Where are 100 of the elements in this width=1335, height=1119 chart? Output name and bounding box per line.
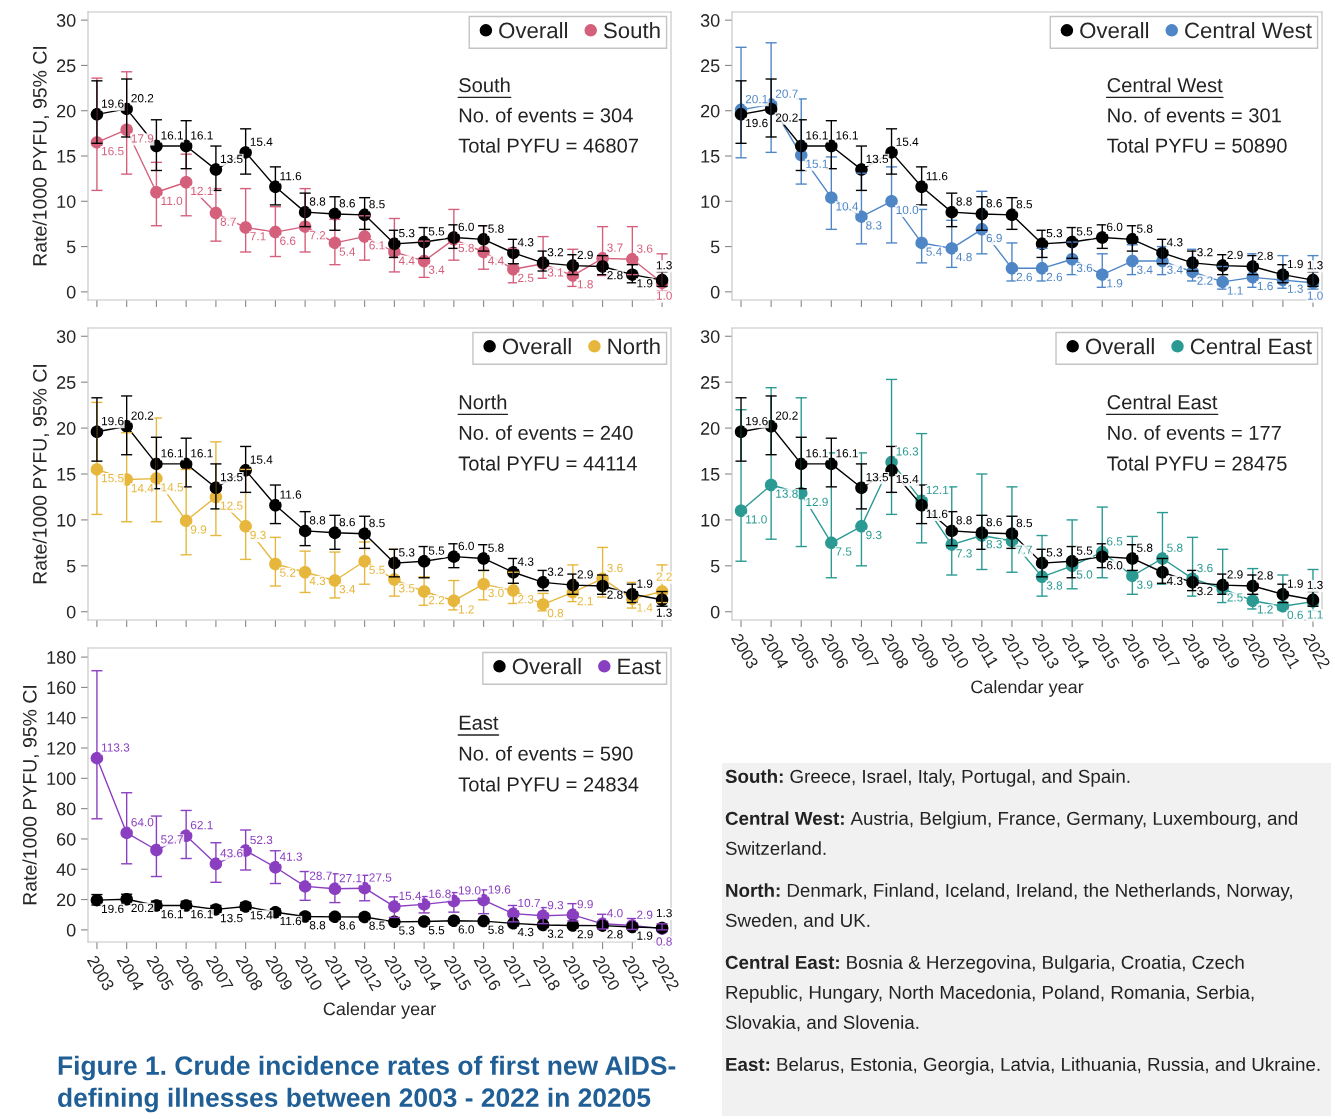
y-tick-label: 5 (710, 559, 720, 573)
data-label: 5.8 (1137, 224, 1153, 233)
data-label: 16.1 (161, 449, 183, 458)
y-tick-label: 15 (701, 150, 720, 163)
data-label: 62.1 (190, 820, 213, 830)
data-label: 10.4 (836, 202, 859, 211)
data-label: 11.6 (280, 916, 302, 926)
data-label: 52.7 (161, 835, 183, 844)
text: South: Greece, Israel, Italy, Portugal, and Spain. (725, 769, 1130, 787)
data-label: 3.9 (1136, 580, 1153, 589)
legend-label: Overall (512, 658, 581, 675)
y-tick-label: 5 (66, 559, 76, 573)
annotation: No. of events = 301 (1108, 107, 1281, 123)
data-label: 16.1 (191, 909, 213, 919)
data-label: 1.2 (1257, 605, 1273, 614)
annotation: No. of events = 240 (459, 425, 633, 440)
data-label: 0.6 (1287, 610, 1303, 620)
data-label: 5.8 (458, 243, 474, 253)
data-label: 1.3 (1287, 284, 1303, 293)
data-label: 20.2 (775, 113, 798, 122)
data-label: 3.2 (1197, 586, 1213, 596)
text: Figure 1. Crude incidence rates of first new AIDS-defining illnesses between 2003 - 2022 in 20205 (58, 1055, 676, 1113)
data-label: 6.1 (369, 241, 385, 250)
legend-label: Overall (1080, 22, 1149, 39)
data-label: 9.3 (250, 530, 266, 540)
legend-label: East (618, 658, 661, 675)
data-label: 5.3 (399, 228, 415, 238)
data-label: 2.5 (1227, 593, 1243, 602)
y-tick-label: 20 (57, 104, 76, 118)
point (477, 914, 490, 928)
data-label: 2.8 (1257, 251, 1273, 260)
legend-label: Overall (502, 338, 571, 355)
data-label: 6.9 (986, 233, 1002, 243)
data-label: 8.5 (369, 921, 385, 930)
data-label: 13.5 (220, 913, 243, 923)
data-label: 3.0 (488, 588, 504, 598)
data-label: 1.1 (1307, 610, 1323, 619)
data-label: 1.9 (637, 279, 653, 288)
data-label: 13.5 (220, 472, 243, 482)
data-label: 12.1 (926, 485, 949, 495)
data-label: 2.2 (656, 572, 672, 581)
data-label: 10.0 (896, 205, 919, 215)
y-tick-label: 0 (66, 923, 76, 937)
data-label: 2.6 (1046, 272, 1063, 282)
data-label: 5.5 (1076, 227, 1093, 236)
data-label: 5.5 (1076, 546, 1093, 555)
data-label: 41.3 (279, 852, 303, 861)
data-label: 3.4 (339, 584, 356, 594)
y-tick-label: 10 (57, 195, 76, 208)
data-label: 9.3 (866, 530, 882, 540)
data-label: 13.5 (866, 472, 889, 482)
data-label: 5.5 (428, 227, 445, 236)
data-label: 20.1 (745, 94, 768, 104)
data-label: 11.0 (161, 196, 183, 206)
data-label: 5.5 (428, 546, 445, 555)
data-label: 1.3 (656, 261, 672, 270)
data-label: 16.1 (806, 131, 828, 140)
data-label: 2.8 (1257, 571, 1273, 580)
data-label: 8.5 (369, 518, 385, 528)
data-label: 3.6 (1197, 563, 1213, 573)
annotation: Total PYFU = 44114 (458, 455, 637, 471)
y-tick-label: 10 (57, 513, 76, 527)
data-label: 1.8 (577, 280, 593, 289)
data-label: 2.8 (607, 590, 623, 599)
data-label: 1.1 (1227, 286, 1243, 295)
data-label: 16.8 (429, 889, 451, 898)
text: Central West: Austria, Belgium, France, Germany, Luxembourg, and Switzerland. (725, 811, 1298, 856)
data-label: 4.3 (517, 557, 534, 566)
data-label: 2.6 (1016, 272, 1033, 282)
data-label: 3.7 (607, 243, 623, 252)
data-label: 5.2 (280, 568, 296, 577)
data-label: 6.0 (1107, 561, 1123, 570)
y-tick-label: 25 (701, 376, 720, 389)
data-label: 19.6 (101, 99, 124, 108)
data-label: 7.2 (309, 231, 326, 240)
data-label: 8.3 (866, 221, 882, 230)
data-label: 27.5 (369, 873, 392, 882)
legend-label: North (608, 338, 660, 355)
data-label: 5.4 (339, 247, 356, 256)
y-tick-label: 25 (701, 59, 720, 73)
data-label: 6.5 (1107, 537, 1123, 546)
data-label: 2.5 (518, 273, 534, 283)
data-label: 2.9 (577, 570, 593, 579)
y-tick-label: 20 (57, 422, 76, 435)
data-label: 1.3 (656, 908, 672, 918)
y-tick-label: 160 (47, 681, 76, 695)
data-label: 1.9 (637, 579, 653, 588)
data-label: 16.1 (191, 131, 213, 140)
data-label: 1.9 (1107, 279, 1123, 288)
data-label: 8.8 (309, 516, 326, 525)
data-label: 8.6 (339, 517, 355, 527)
y-tick-label: 5 (710, 240, 720, 254)
y-tick-label: 0 (66, 605, 76, 619)
data-label: 16.1 (806, 449, 828, 458)
annotation: East (459, 715, 499, 730)
y-axis-title: Rate/1000 PYFU, 95% CI (32, 47, 50, 266)
data-label: 1.0 (1307, 291, 1323, 300)
y-tick-label: 15 (57, 468, 76, 481)
data-label: 6.0 (1107, 222, 1123, 232)
data-label: 6.6 (280, 236, 296, 245)
